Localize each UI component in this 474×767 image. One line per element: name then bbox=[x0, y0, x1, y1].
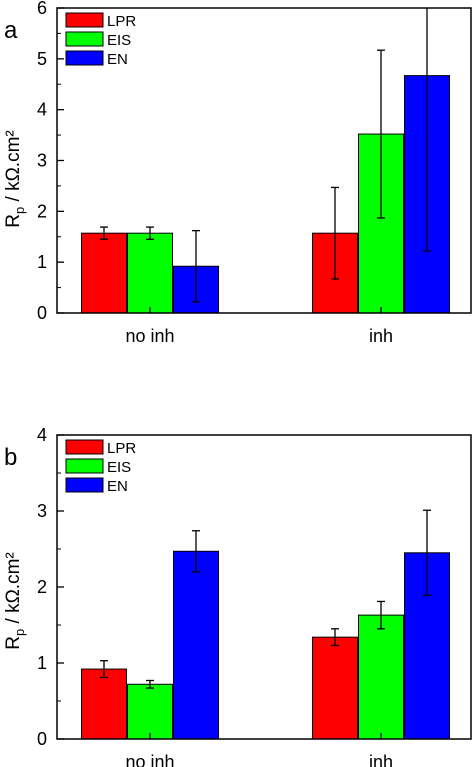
panel-a-chart: a Rp / kΩ.cm² 0 1 2 3 4 5 6 no inh inh LPR EIS EN bbox=[3, 0, 472, 346]
panel-b-y-axis-label: Rp / kΩ.cm² bbox=[3, 552, 27, 649]
panel-b-bar-eis-1 bbox=[358, 614, 404, 740]
panel-a-y-tick-label-5: 5 bbox=[37, 49, 47, 69]
panel-b-bar-eis-0 bbox=[127, 683, 173, 740]
panel-a-y-tick-label-4: 4 bbox=[37, 100, 47, 120]
panel-a-x-label-1: inh bbox=[369, 326, 393, 346]
panel-a-bar-lpr-0 bbox=[81, 232, 127, 314]
panel-a-legend-swatch-en bbox=[65, 50, 104, 66]
panel-b-legend-label-lpr: LPR bbox=[107, 440, 136, 457]
panel-a-legend-swatch-lpr bbox=[65, 12, 104, 28]
panel-a-legend-swatch-eis bbox=[65, 31, 104, 47]
panel-b-y-tick-label-3: 3 bbox=[37, 501, 47, 521]
panel-a-legend-label-lpr: LPR bbox=[107, 13, 136, 30]
panel-b-x-label-1: inh bbox=[369, 752, 393, 767]
panel-b-x-label-0: no inh bbox=[125, 752, 174, 767]
panel-a-legend-label-en: EN bbox=[107, 51, 128, 68]
panel-b-y-tick-label-1: 1 bbox=[37, 653, 47, 673]
panel-b-y-tick-label-4: 4 bbox=[37, 425, 47, 445]
panel-b-bar-lpr-0 bbox=[81, 668, 127, 740]
panel-a-plot-area: 0 1 2 3 4 5 6 no inh inh LPR EIS EN bbox=[37, 0, 472, 346]
panel-b-legend-swatch-eis bbox=[65, 458, 104, 474]
panel-a-y-tick-label-6: 6 bbox=[37, 0, 47, 18]
panel-b-bar-lpr-1 bbox=[312, 636, 358, 740]
panel-a-y-tick-label-0: 0 bbox=[37, 303, 47, 323]
panel-b-bar-en-0 bbox=[173, 550, 219, 740]
panel-b-legend-swatch-en bbox=[65, 477, 104, 493]
panel-b-letter: b bbox=[4, 444, 17, 471]
panel-a-y-tick-label-2: 2 bbox=[37, 201, 47, 221]
panel-b-legend-label-en: EN bbox=[107, 478, 128, 495]
panel-b-y-tick-label-2: 2 bbox=[37, 577, 47, 597]
panel-a-y-tick-label-1: 1 bbox=[37, 252, 47, 272]
panel-a-y-tick-label-3: 3 bbox=[37, 151, 47, 171]
panel-b-legend-swatch-lpr bbox=[65, 439, 104, 455]
panel-a-bar-eis-0 bbox=[127, 232, 173, 314]
panel-a-legend-label-eis: EIS bbox=[107, 32, 131, 49]
panel-a-y-axis-label: Rp / kΩ.cm² bbox=[3, 130, 27, 227]
panel-a-x-label-0: no inh bbox=[125, 326, 174, 346]
panel-b-chart: b Rp / kΩ.cm² 0 1 2 3 4 no inh inh LPR EIS EN bbox=[3, 425, 472, 767]
panel-a-letter: a bbox=[4, 17, 18, 44]
panel-b-legend-label-eis: EIS bbox=[107, 459, 131, 476]
panel-b-plot-area: 0 1 2 3 4 no inh inh LPR EIS EN bbox=[37, 425, 472, 767]
panel-b-y-tick-label-0: 0 bbox=[37, 729, 47, 749]
